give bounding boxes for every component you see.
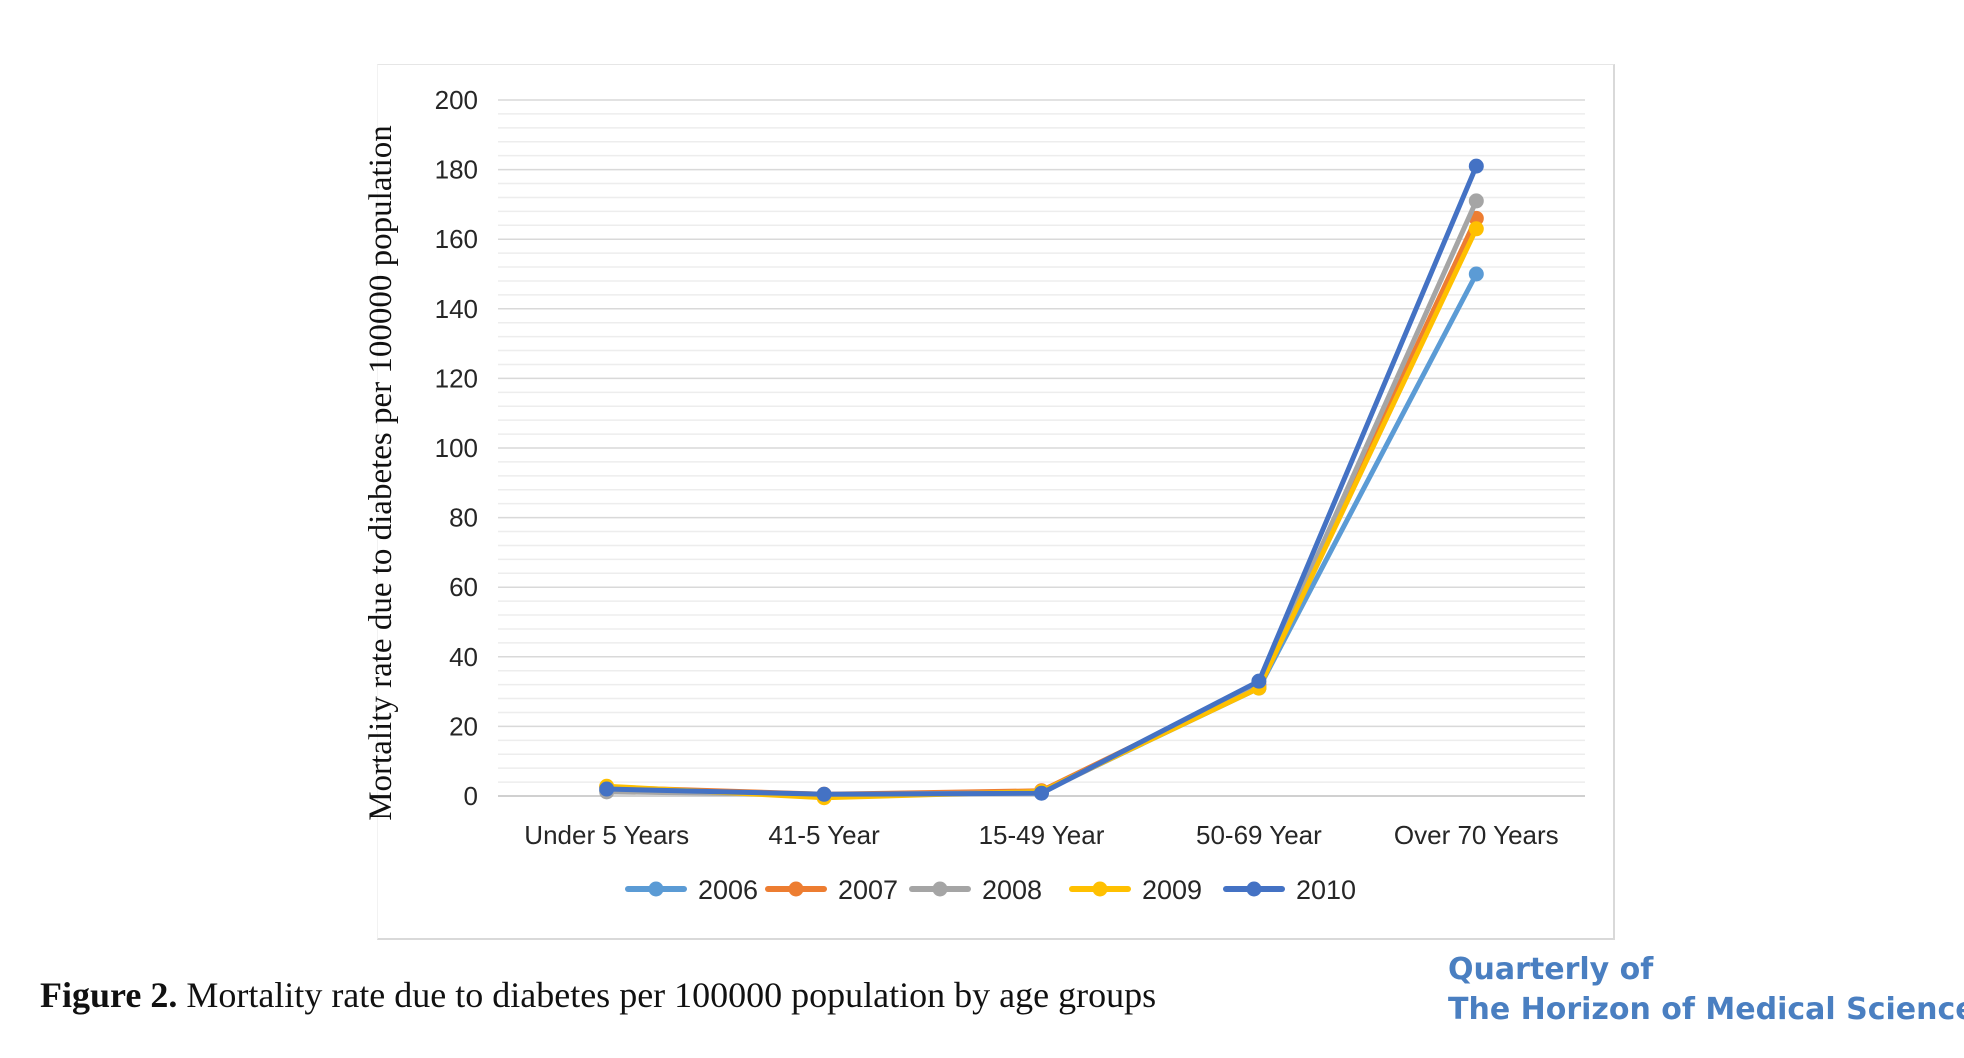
data-point-2010 bbox=[1468, 158, 1484, 174]
data-point-2009 bbox=[1468, 221, 1484, 237]
figure-label: Figure 2. bbox=[40, 975, 178, 1015]
y-tick-label: 40 bbox=[449, 642, 478, 672]
line-chart: 0 20 40 60 80 100 120 140 160 180 200 Under 5 Years… bbox=[363, 85, 1585, 905]
x-tick-label: Over 70 Years bbox=[1394, 820, 1559, 850]
y-tick-label: 60 bbox=[449, 572, 478, 602]
chart-frame bbox=[377, 64, 1615, 940]
data-point-2010 bbox=[599, 781, 615, 797]
legend-marker-2009 bbox=[1092, 881, 1108, 897]
y-tick-label: 100 bbox=[435, 433, 478, 463]
y-tick-label: 160 bbox=[435, 224, 478, 254]
y-tick-label: 180 bbox=[435, 155, 478, 185]
series-line-2008 bbox=[604, 198, 1479, 798]
figure-caption: Figure 2. Mortality rate due to diabetes… bbox=[40, 974, 1156, 1016]
x-tick-label: 50-69 Year bbox=[1196, 820, 1322, 850]
legend-marker-2008 bbox=[932, 881, 948, 897]
y-tick-label: 0 bbox=[464, 781, 478, 811]
data-point-2008 bbox=[1468, 193, 1484, 209]
journal-logo-line1: Quarterly of bbox=[1448, 952, 1654, 987]
y-tick-label: 120 bbox=[435, 363, 478, 393]
data-point-2010 bbox=[816, 786, 832, 802]
figure-caption-text: Mortality rate due to diabetes per 10000… bbox=[177, 975, 1157, 1015]
series-line-2006 bbox=[604, 271, 1479, 798]
legend-label-2008: 2008 bbox=[982, 875, 1042, 905]
legend-marker-2010 bbox=[1246, 881, 1262, 897]
legend-marker-2007 bbox=[788, 881, 804, 897]
y-tick-label: 140 bbox=[435, 294, 478, 324]
data-point-2006 bbox=[1468, 266, 1484, 282]
journal-logo: Quarterly of The Horizon of Medical Scie… bbox=[1448, 950, 1964, 1030]
x-tick-label: 15-49 Year bbox=[979, 820, 1105, 850]
y-tick-label: 200 bbox=[435, 85, 478, 115]
data-point-2010 bbox=[1034, 785, 1049, 801]
y-tick-label: 80 bbox=[449, 503, 478, 533]
series-line-2010 bbox=[604, 163, 1479, 797]
journal-logo-line2: The Horizon of Medical Sciences bbox=[1448, 992, 1964, 1027]
y-axis-title: Mortality rate due to diabetes per 10000… bbox=[363, 125, 399, 821]
y-tick-label: 20 bbox=[449, 711, 478, 741]
data-point-2010 bbox=[1251, 673, 1267, 689]
x-tick-label: 41-5 Year bbox=[768, 820, 880, 850]
legend-marker-2006 bbox=[648, 881, 664, 897]
legend-label-2007: 2007 bbox=[838, 875, 898, 905]
legend-label-2009: 2009 bbox=[1142, 875, 1202, 905]
legend-label-2010: 2010 bbox=[1296, 875, 1356, 905]
x-tick-label: Under 5 Years bbox=[524, 820, 689, 850]
legend-label-2006: 2006 bbox=[698, 875, 758, 905]
